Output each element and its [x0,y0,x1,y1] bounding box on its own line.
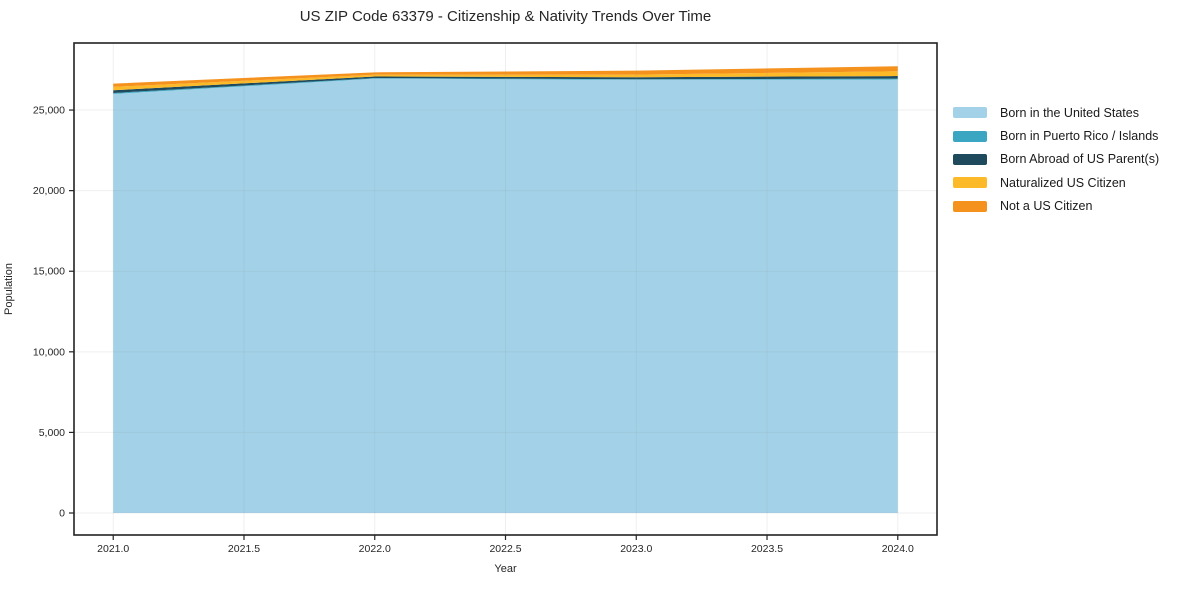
area-born-abroad-of-us-parent-s [113,76,898,93]
x-tick-label: 2023.5 [751,543,783,555]
y-tick-label: 5,000 [39,427,65,439]
legend-item-not-a-us-citizen: Not a US Citizen [953,195,1159,218]
x-tick-label: 2021.5 [228,543,260,555]
chart-title: US ZIP Code 63379 - Citizenship & Nativi… [299,8,712,25]
legend-item-born-abroad-of-us-parent-s: Born Abroad of US Parent(s) [953,148,1159,171]
legend-item-born-in-puerto-rico-islands: Born in Puerto Rico / Islands [953,124,1159,147]
legend-swatch-not-a-us-citizen [953,200,987,212]
legend-label: Born in Puerto Rico / Islands [1000,129,1159,144]
legend-swatch-born-in-puerto-rico-islands [953,130,987,142]
y-tick-label: 0 [59,507,65,519]
area-born-in-the-united-states [113,78,898,514]
legend-swatch-born-abroad-of-us-parent-s [953,153,987,165]
legend-item-born-in-the-united-states: Born in the United States [953,101,1159,124]
legend-label: Born in the United States [1000,105,1139,120]
area-naturalized-us-citizen [113,71,898,91]
legend: Born in the United States Born in Puerto … [953,101,1159,218]
legend-item-naturalized-us-citizen: Naturalized US Citizen [953,171,1159,194]
y-tick-label: 25,000 [33,105,65,117]
legend-label: Not a US Citizen [1000,199,1093,214]
legend-swatch-naturalized-us-citizen [953,177,987,189]
axis-ticks [69,109,899,540]
x-tick-label: 2022.0 [359,543,391,555]
x-axis-label: Year [494,563,517,575]
y-axis-label: Population [3,263,15,315]
legend-label: Naturalized US Citizen [1000,175,1126,190]
y-tick-label: 20,000 [33,185,65,197]
y-tick-label: 10,000 [33,346,65,358]
x-tick-label: 2024.0 [882,543,914,555]
gridlines [74,43,937,535]
area-born-in-puerto-rico-islands [113,77,898,94]
x-tick-label: 2022.5 [489,543,521,555]
legend-label: Born Abroad of US Parent(s) [1000,152,1160,167]
area-not-a-us-citizen [113,66,898,87]
legend-swatch-born-in-the-united-states [953,107,987,119]
x-tick-label: 2021.0 [97,543,129,555]
y-tick-label: 15,000 [33,266,65,278]
x-tick-label: 2023.0 [620,543,652,555]
